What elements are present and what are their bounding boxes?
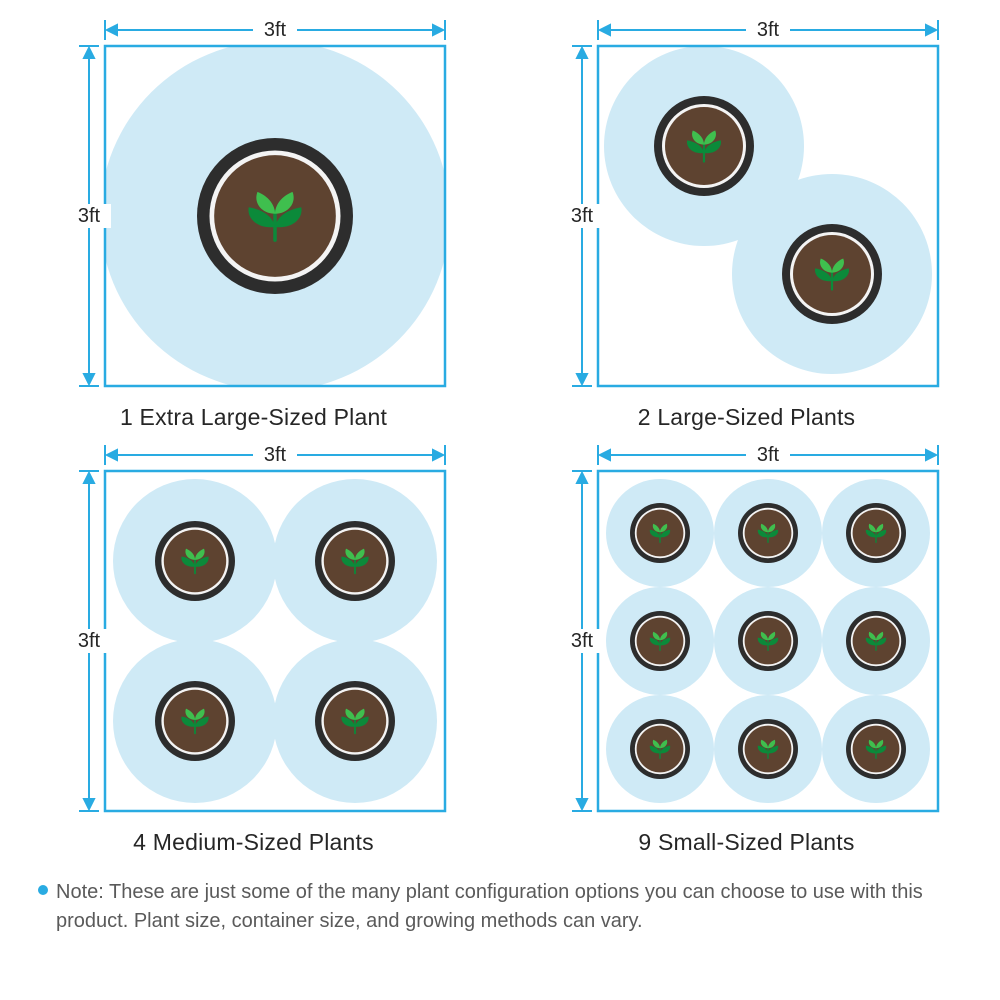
plant-layout-diagram: 3ft 3ft <box>57 443 451 817</box>
config-panel: 3ft 3ft 4 Medium-Sized Plants <box>32 443 475 856</box>
bullet-icon <box>38 885 48 895</box>
diagram-grid: 3ft 3ft 1 Extra Large-Sized Plant <box>32 18 968 856</box>
svg-text:3ft: 3ft <box>77 205 100 227</box>
plant-layout-diagram: 3ft 3ft <box>550 443 944 817</box>
svg-text:3ft: 3ft <box>77 630 100 652</box>
svg-text:3ft: 3ft <box>570 630 593 652</box>
config-panel: 3ft 3ft 9 Small-Sized Plants <box>525 443 968 856</box>
plant-layout-diagram: 3ft 3ft <box>550 18 944 392</box>
panel-caption: 2 Large-Sized Plants <box>638 404 856 431</box>
note-row: Note: These are just some of the many pl… <box>32 878 968 936</box>
config-panel: 3ft 3ft 1 Extra Large-Sized Plant <box>32 18 475 431</box>
panel-caption: 4 Medium-Sized Plants <box>133 829 374 856</box>
note-text: Note: These are just some of the many pl… <box>56 878 962 936</box>
config-panel: 3ft 3ft 2 Large-Sized Plants <box>525 18 968 431</box>
svg-text:3ft: 3ft <box>756 444 779 466</box>
svg-text:3ft: 3ft <box>570 205 593 227</box>
svg-text:3ft: 3ft <box>756 19 779 41</box>
svg-text:3ft: 3ft <box>263 19 286 41</box>
panel-caption: 1 Extra Large-Sized Plant <box>120 404 387 431</box>
panel-caption: 9 Small-Sized Plants <box>638 829 854 856</box>
svg-text:3ft: 3ft <box>263 444 286 466</box>
plant-layout-diagram: 3ft 3ft <box>57 18 451 392</box>
